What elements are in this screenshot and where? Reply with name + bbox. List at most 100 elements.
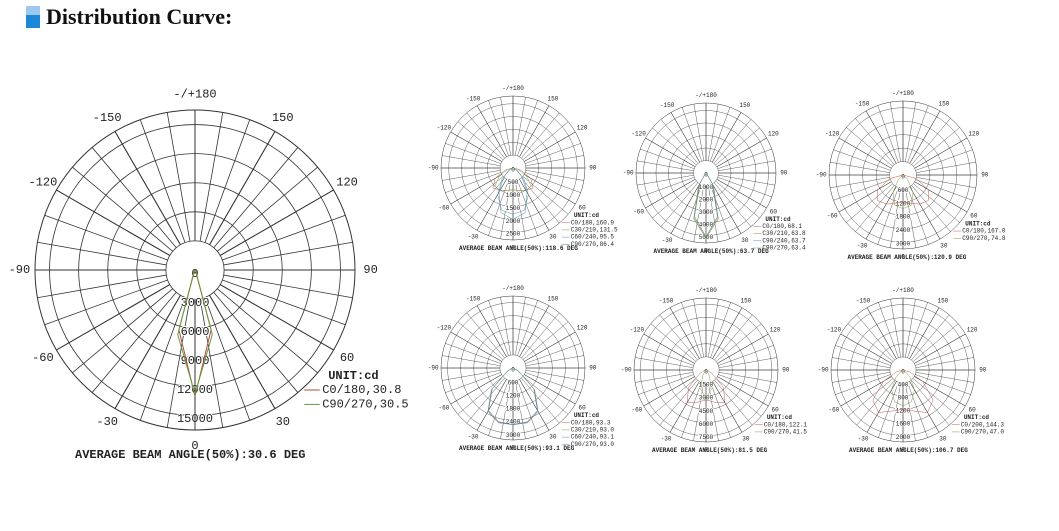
angle-grid-line (219, 189, 334, 256)
angle-tick-label: -60 (631, 406, 642, 413)
angle-tick-label: 150 (938, 101, 949, 108)
spoke (635, 372, 694, 383)
spoke (44, 279, 168, 326)
angle-tick-label: 30 (276, 415, 290, 429)
angle-grid-line (450, 374, 502, 405)
angle-tick-label: 120 (336, 175, 358, 189)
angle-tick-label: -150 (466, 95, 481, 102)
spoke (846, 127, 893, 167)
angle-tick-label: 60 (340, 351, 354, 365)
spoke (911, 314, 950, 361)
angle-tick-label: 150 (937, 297, 948, 304)
spoke (855, 118, 895, 165)
angle-grid-line (56, 189, 171, 256)
spoke (650, 378, 697, 417)
spoke (222, 279, 346, 326)
r-tick-label: 0 (511, 166, 515, 173)
angle-tick-label: 30 (549, 434, 557, 441)
spoke (715, 323, 762, 362)
spoke (488, 100, 509, 156)
spoke (217, 288, 318, 374)
angle-grid-line (476, 179, 507, 231)
legend-label: C60/240,93.1 (571, 434, 615, 441)
spoke (525, 155, 584, 166)
angle-tick-label: 90 (979, 367, 987, 374)
unit-label: UNIT:cd (574, 412, 600, 419)
spoke (521, 177, 560, 224)
spoke (522, 321, 569, 360)
spoke (707, 104, 719, 161)
angle-grid-line (643, 333, 695, 364)
angle-tick-label: 150 (739, 102, 750, 109)
spoke (915, 345, 971, 366)
spoke (445, 172, 501, 193)
spoke (500, 97, 511, 156)
legend-label: C0/180,122.1 (764, 421, 808, 428)
legend-label: C0/180,68.1 (762, 223, 802, 230)
spoke (488, 380, 509, 436)
curve (891, 369, 915, 407)
spoke (715, 378, 762, 417)
spoke (515, 97, 526, 156)
angle-tick-label: -30 (468, 234, 479, 241)
spoke (681, 302, 702, 358)
spoke (652, 127, 697, 166)
angle-tick-label: 0 (704, 446, 708, 453)
angle-grid-line (840, 333, 892, 364)
spoke (718, 174, 775, 186)
spoke (515, 380, 526, 439)
r-tick-label: 0 (511, 366, 515, 373)
spoke (515, 297, 526, 356)
spoke (199, 298, 224, 428)
legend-label: C30/210,131.5 (571, 226, 618, 233)
angle-grid-line (519, 305, 550, 357)
spoke (877, 187, 899, 245)
angle-grid-line (519, 179, 550, 231)
spoke (652, 180, 697, 219)
spoke (525, 370, 584, 381)
unit-label: UNIT:cd (765, 216, 791, 223)
curve (498, 167, 528, 220)
angle-tick-label: -60 (827, 212, 838, 219)
spoke (907, 105, 929, 163)
angle-tick-label: -30 (858, 436, 869, 443)
spoke (846, 183, 893, 223)
angle-tick-label: -60 (828, 406, 839, 413)
spoke (139, 297, 186, 421)
spoke (457, 121, 504, 160)
angle-tick-label: -150 (856, 297, 871, 304)
angle-grid-line (476, 305, 507, 357)
angle-tick-label: -150 (93, 111, 122, 125)
spoke (659, 379, 698, 426)
spoke (445, 343, 501, 364)
spoke (856, 379, 895, 426)
spoke (717, 177, 772, 198)
spoke (718, 160, 775, 172)
spoke (466, 177, 505, 224)
spoke (466, 377, 505, 424)
spoke (525, 172, 581, 193)
legend-label: C90/270,47.0 (961, 428, 1005, 435)
spoke (457, 376, 504, 415)
angle-grid-line (519, 379, 550, 431)
spoke (915, 357, 974, 368)
spoke (718, 372, 777, 383)
angle-grid-line (712, 112, 742, 163)
angle-tick-label: -120 (437, 125, 452, 132)
angle-tick-label: 60 (970, 212, 978, 219)
legend-label: C60/240,95.5 (571, 234, 615, 241)
spoke (911, 379, 950, 426)
angle-grid-line (219, 284, 334, 351)
spoke (517, 180, 538, 236)
angle-grid-line (450, 331, 502, 362)
spoke (878, 382, 899, 438)
spoke (660, 182, 699, 227)
spoke (905, 299, 916, 358)
angle-tick-label: -90 (428, 165, 439, 172)
spoke (640, 148, 695, 169)
angle-grid-line (838, 137, 892, 169)
spoke (693, 382, 704, 441)
angle-grid-line (909, 110, 941, 164)
